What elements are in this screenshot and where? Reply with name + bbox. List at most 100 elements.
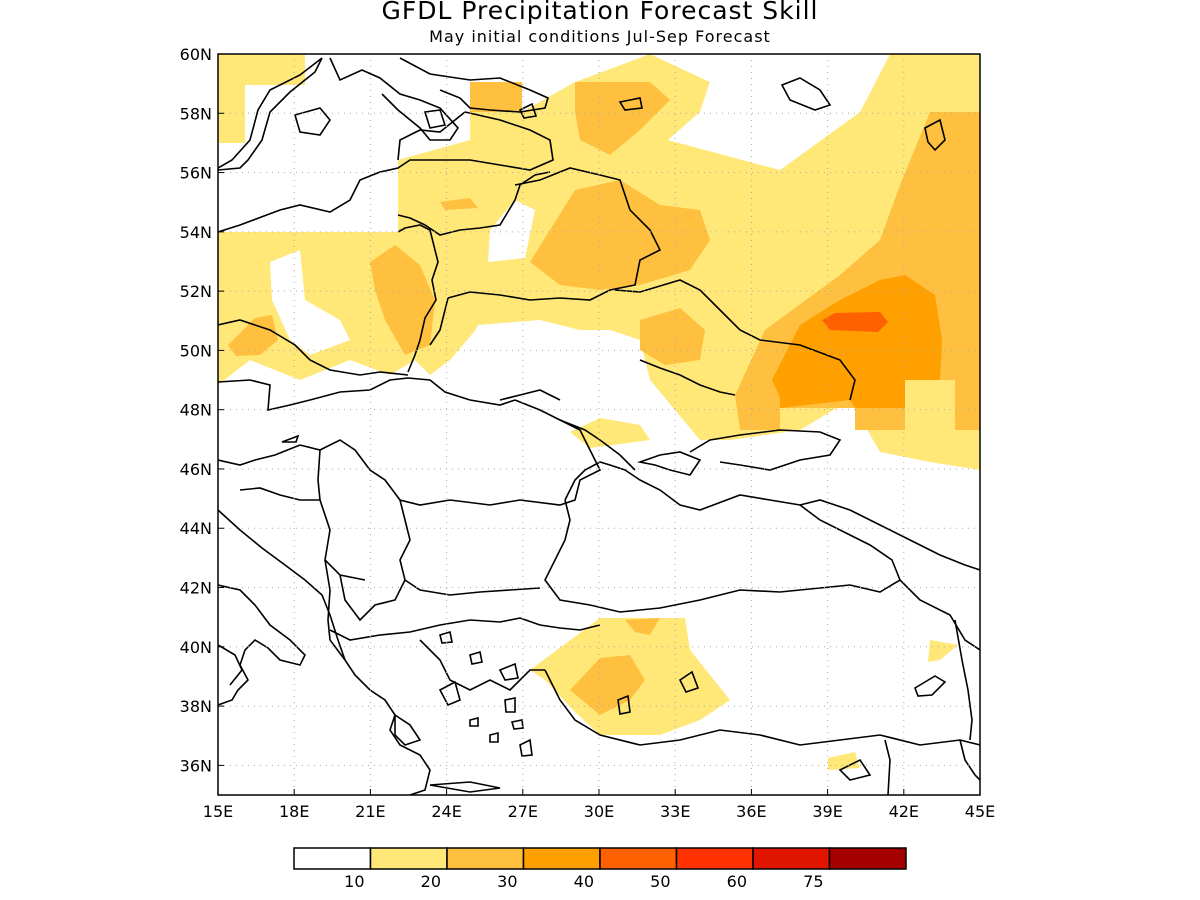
no-skill-hole (270, 250, 350, 355)
chart-title: GFDL Precipitation Forecast Skill (381, 0, 819, 25)
skill-region-20 (575, 82, 670, 155)
border-romania (299, 399, 602, 506)
reservoir-kakhovka (639, 359, 736, 396)
lat-tick-label: 56N (180, 164, 212, 183)
island-cyclades-1 (469, 716, 479, 727)
lat-tick-label: 60N (180, 45, 212, 64)
longitude-axis: 15E 18E 21E 24E 27E 30E 33E 36E 39E 42E 45E (203, 789, 995, 821)
island-lesbos (498, 662, 519, 681)
island-chios (504, 697, 516, 713)
lat-tick-label: 58N (180, 104, 212, 123)
skill-shading (218, 54, 980, 770)
border-turkey-iran (954, 619, 973, 741)
coastline-denmark-south (294, 107, 331, 136)
lake-van (914, 675, 947, 697)
lake-balaton (281, 434, 300, 443)
coastline-gotland (423, 109, 447, 129)
lat-tick-label: 48N (180, 401, 212, 420)
coastline-italy (218, 584, 306, 706)
colorbar-swatch (446, 847, 525, 870)
coastline-finland (399, 57, 549, 113)
coastline-adriatic-east (218, 509, 346, 661)
coastline-marmara (519, 617, 601, 631)
lat-tick-label: 42N (180, 579, 212, 598)
lon-tick-label: 33E (660, 802, 690, 821)
lon-tick-label: 18E (279, 802, 309, 821)
border-poland-ukraine (429, 297, 449, 346)
lat-tick-label: 36N (180, 756, 212, 775)
lon-tick-label: 27E (508, 802, 538, 821)
lon-tick-label: 45E (965, 802, 995, 821)
coastline-gulf-riga (397, 111, 466, 161)
colorbar-label: 50 (650, 872, 670, 891)
colorbar-label: 60 (727, 872, 747, 891)
lon-tick-label: 42E (889, 802, 919, 821)
no-skill-hole (450, 320, 650, 415)
skill-region-20 (470, 82, 522, 112)
coastline-scandinavia (218, 57, 323, 171)
border-hungary-south (218, 444, 301, 466)
island-rhodes (519, 738, 533, 757)
border-turkey-east (899, 579, 980, 651)
island-samos (510, 719, 524, 730)
border-turkey-syria (884, 739, 891, 795)
border-czech (218, 319, 409, 376)
skill-region-20 (625, 618, 660, 635)
colorbar-label: 10 (344, 872, 364, 891)
border-syria-iraq (959, 739, 980, 781)
lake-ladoga (618, 97, 643, 111)
colorbar-swatch (828, 847, 907, 870)
border-bosnia (239, 487, 320, 501)
colorbar-swatch (369, 847, 448, 870)
skill-region-20 (570, 655, 645, 715)
coastline-turkey-south (544, 669, 980, 746)
coastline-greece (344, 659, 431, 795)
coastline-crimea (636, 451, 702, 476)
coastline-azov (689, 429, 842, 471)
coastline-sicily-toe (218, 644, 243, 686)
border-poland-north (397, 171, 551, 236)
colorbar-swatch (293, 847, 372, 870)
island-evia (438, 680, 461, 707)
border-poland-west (397, 224, 439, 373)
lon-tick-label: 15E (203, 802, 233, 821)
river-dniester (499, 389, 561, 401)
island-crete (429, 781, 501, 793)
no-skill-hole (575, 54, 980, 170)
lat-tick-label: 50N (180, 341, 212, 360)
grid-lines (218, 54, 980, 795)
lon-tick-label: 39E (812, 802, 842, 821)
lat-tick-label: 46N (180, 460, 212, 479)
colorbar: 10 20 30 40 50 60 75 (293, 847, 907, 891)
lake-rybinsk (924, 118, 946, 152)
skill-region-40 (822, 312, 888, 332)
island-thasos (439, 630, 453, 644)
island-cyclades-2 (489, 731, 499, 743)
colorbar-label: 75 (803, 872, 823, 891)
colorbar-label: 30 (497, 872, 517, 891)
lon-tick-label: 24E (431, 802, 461, 821)
border-greece-north (329, 617, 521, 641)
coastline-baltic-states (218, 111, 554, 233)
colorbar-swatch (752, 847, 831, 870)
lon-tick-label: 36E (736, 802, 766, 821)
lake-onega (780, 77, 832, 111)
border-ukraine-russia (614, 279, 856, 401)
border-balkans-2 (399, 499, 541, 596)
skill-region-30 (772, 275, 942, 408)
lat-tick-label: 38N (180, 697, 212, 716)
colorbar-label: 40 (574, 872, 594, 891)
coastline-black-sea (544, 461, 901, 613)
skill-region-20 (228, 315, 278, 356)
lat-tick-label: 52N (180, 282, 212, 301)
chart-subtitle: May initial conditions Jul-Sep Forecast (429, 27, 771, 46)
skill-region-10 (218, 54, 305, 143)
border-serbia-south (339, 574, 406, 622)
lon-tick-label: 21E (355, 802, 385, 821)
lat-tick-label: 44N (180, 519, 212, 538)
skill-region-20 (440, 198, 478, 210)
coastline-aegean (419, 639, 545, 691)
colorbar-swatch (675, 847, 754, 870)
colorbar-swatch (522, 847, 601, 870)
